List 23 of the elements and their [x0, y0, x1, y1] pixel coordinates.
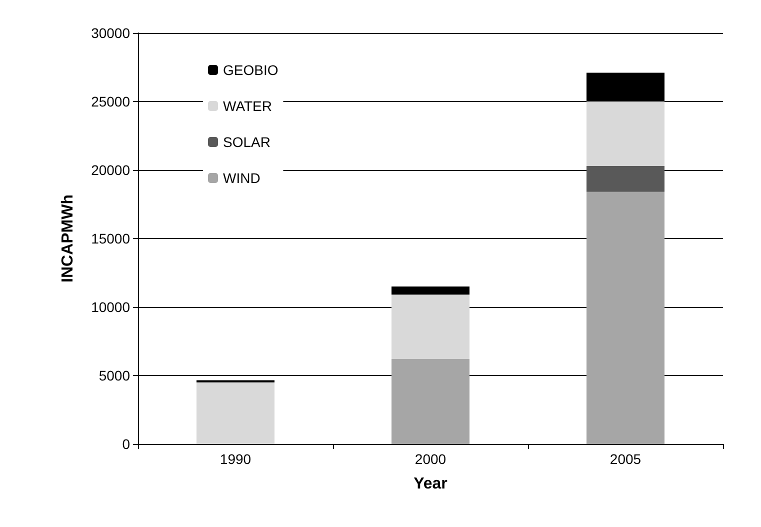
x-tick-label: 2000 [414, 451, 446, 467]
legend-label: WATER [223, 98, 272, 114]
y-tick-label: 10000 [91, 299, 130, 315]
y-tick-label: 30000 [91, 25, 130, 41]
y-axis-title: INCAPMWh [60, 194, 76, 282]
x-axis-title: Year [414, 476, 448, 492]
bar [196, 382, 274, 444]
legend-label: WIND [223, 170, 260, 186]
x-tick-label: 1990 [220, 451, 252, 467]
bar [586, 166, 664, 192]
bar [586, 102, 664, 166]
bar [392, 359, 470, 444]
y-tick-label: 15000 [91, 230, 130, 246]
legend-label: SOLAR [223, 134, 270, 150]
y-tick-label: 0 [122, 436, 130, 452]
bar [392, 294, 470, 360]
bar [586, 192, 664, 444]
y-tick-label: 25000 [91, 94, 130, 110]
bar [392, 286, 470, 295]
y-tick-label: 5000 [98, 368, 130, 384]
x-tick-label: 2005 [610, 451, 642, 467]
y-tick-label: 20000 [91, 162, 130, 178]
legend-label: GEOBIO [223, 62, 278, 78]
